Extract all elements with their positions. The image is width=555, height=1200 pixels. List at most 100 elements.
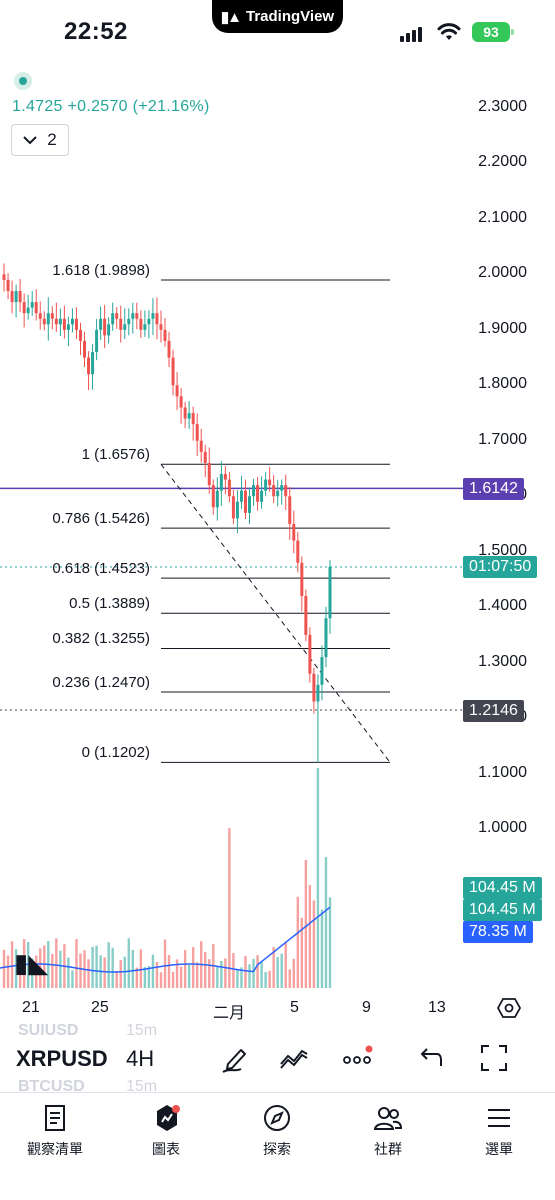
bull-candle	[70, 318, 74, 325]
watermark-timeframe: 15m	[126, 1022, 158, 1039]
volume-bar	[304, 859, 308, 988]
bear-candle	[179, 396, 183, 408]
volume-bar	[39, 948, 42, 988]
volume-bar	[115, 971, 118, 988]
volume-bar	[280, 953, 283, 988]
volume-bar	[187, 964, 191, 988]
bull-candle	[143, 324, 147, 330]
volume-bar	[228, 828, 231, 988]
bear-candle	[300, 562, 304, 597]
fib-level-label: 1.618 (1.9898)	[52, 262, 150, 280]
bear-candle	[167, 340, 171, 358]
pen-icon[interactable]	[219, 1042, 251, 1074]
volume-bar	[71, 970, 74, 988]
bear-candle	[103, 318, 107, 336]
time-axis-label: 二月	[213, 1005, 246, 1022]
fib-level-label: 0.382 (1.3255)	[52, 630, 150, 648]
nav-watchlist-label: 觀察清單	[27, 1141, 83, 1157]
alert-line-price-tag[interactable]: 1.6142	[463, 478, 524, 500]
volume-bar	[159, 972, 163, 988]
interval-button[interactable]: 4H	[126, 1046, 155, 1071]
volume-bar	[312, 900, 316, 988]
bear-candle	[159, 324, 163, 330]
bear-candle	[10, 291, 14, 303]
bear-candle	[243, 490, 247, 513]
volume-bar	[264, 972, 267, 988]
watchlist-icon	[45, 1105, 65, 1131]
fib-level-label: 0.786 (1.5426)	[52, 510, 150, 528]
nav-watchlist[interactable]: 觀察清單	[10, 1103, 100, 1159]
volume-bar	[220, 960, 223, 988]
time-axis-label: 25	[91, 999, 109, 1016]
watermark-symbol: SUIUSD	[18, 1022, 79, 1039]
time-axis-label: 21	[22, 999, 40, 1016]
volume-bar	[95, 945, 98, 988]
bull-candle	[264, 479, 268, 491]
bear-candle	[312, 673, 316, 702]
chart-settings-icon[interactable]	[497, 996, 521, 1020]
indicator-count: 2	[47, 130, 57, 149]
nav-community-label: 社群	[374, 1141, 402, 1157]
volume-ma-line	[0, 906, 331, 973]
bear-candle	[191, 413, 195, 425]
bull-candle	[252, 485, 256, 497]
watermark-symbol-secondary: BTCUSD	[18, 1078, 85, 1095]
fib-level-label: 1 (1.6576)	[81, 446, 150, 464]
volume-bar	[224, 958, 227, 988]
volume-bar	[135, 967, 139, 988]
bear-candle	[175, 385, 179, 397]
fib-level-label: 0 (1.1202)	[81, 744, 150, 762]
volume-bar	[143, 967, 147, 988]
bear-candle	[135, 313, 139, 319]
nav-menu-label: 選單	[485, 1141, 513, 1157]
bear-candle	[292, 523, 296, 541]
crosshair-price-tag: 1.2146	[463, 700, 524, 722]
bull-candle	[316, 684, 320, 702]
volume-bar	[183, 949, 187, 988]
bear-candle	[211, 485, 215, 508]
trend-tool-icon[interactable]	[278, 1042, 310, 1074]
volume-bar	[191, 947, 195, 988]
nav-menu[interactable]: 選單	[454, 1103, 544, 1159]
symbol-button[interactable]: XRPUSD	[16, 1046, 108, 1071]
volume-bar	[324, 857, 328, 988]
bear-candle	[231, 496, 235, 519]
battery-indicator: 93	[472, 22, 514, 42]
volume-bar	[308, 885, 312, 988]
price-axis-label: 2.3000	[478, 98, 527, 115]
volume-bar	[316, 768, 320, 988]
volume-bar	[103, 957, 106, 988]
nav-community[interactable]: 社群	[343, 1103, 433, 1159]
volume-bar	[87, 959, 90, 988]
volume-bar	[59, 950, 62, 988]
volume-bar	[167, 954, 171, 988]
price-axis-label: 1.8000	[478, 375, 527, 393]
volume-ma-price-tag: 78.35 M	[463, 921, 533, 943]
more-icon[interactable]	[341, 1042, 373, 1074]
bull-candle	[95, 329, 99, 353]
fullscreen-icon[interactable]	[478, 1042, 510, 1074]
bear-candle	[42, 318, 46, 325]
bear-candle	[203, 451, 207, 463]
bear-candle	[78, 329, 82, 341]
volume-bar	[328, 897, 332, 988]
volume-bar	[300, 917, 304, 988]
bull-candle	[14, 291, 18, 303]
bear-candle	[223, 474, 227, 480]
chevron-down-icon	[23, 136, 37, 145]
volume-bar	[22, 939, 26, 988]
cellular-signal-icon	[400, 26, 424, 42]
bear-candle	[62, 318, 66, 330]
volume-bar	[30, 958, 34, 988]
nav-explore[interactable]: 探索	[232, 1103, 322, 1159]
indicator-collapse-button[interactable]: 2	[11, 124, 69, 156]
volume-bar	[256, 955, 259, 988]
undo-icon[interactable]	[413, 1042, 445, 1074]
bull-candle	[320, 657, 324, 685]
bear-candle	[308, 634, 312, 674]
bull-candle	[219, 474, 223, 491]
price-axis-label: 1.3000	[478, 652, 527, 670]
volume-bar	[216, 966, 219, 988]
nav-chart[interactable]: 圖表	[121, 1103, 211, 1159]
